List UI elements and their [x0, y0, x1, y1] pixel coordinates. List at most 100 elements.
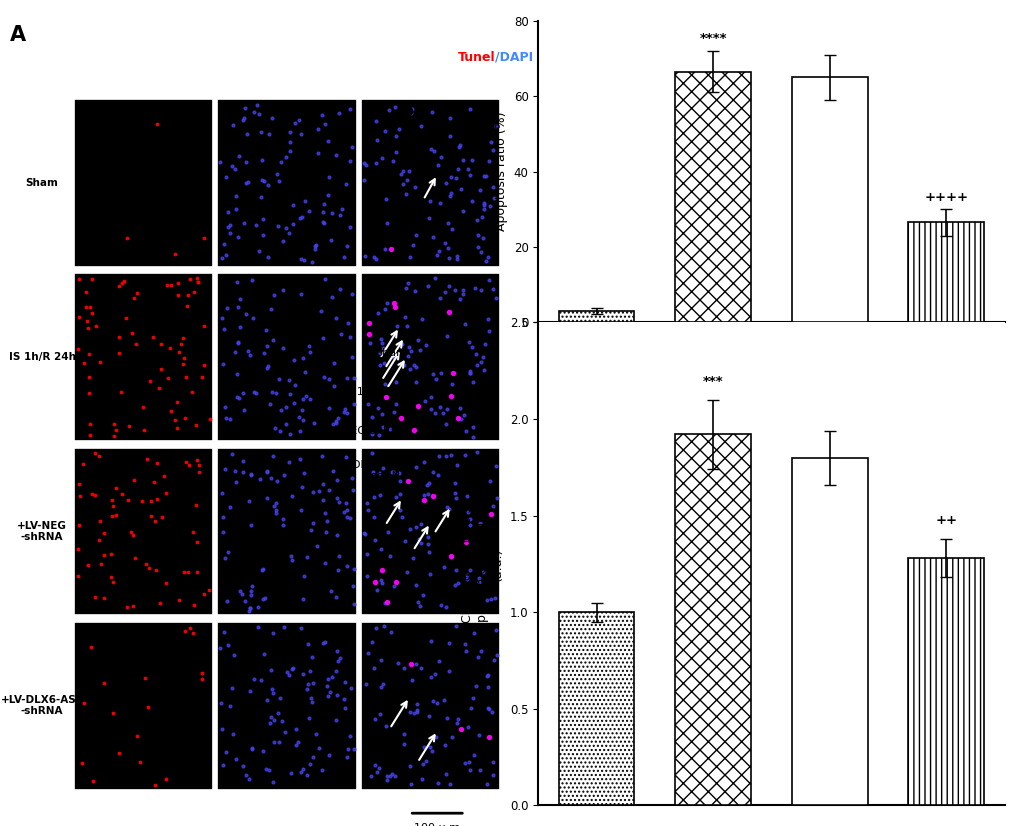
Point — [475, 202, 491, 216]
Point — [265, 500, 281, 513]
Point — [344, 350, 361, 363]
Point — [230, 300, 247, 313]
Point — [329, 491, 345, 505]
Text: Tunel: Tunel — [457, 51, 494, 64]
Point — [345, 743, 362, 756]
Point — [189, 535, 205, 548]
Point — [386, 100, 403, 113]
Point — [475, 231, 491, 244]
Point — [251, 244, 267, 258]
Point — [91, 534, 107, 547]
Point — [408, 657, 424, 671]
Point — [397, 187, 414, 200]
Point — [118, 311, 135, 325]
Point — [357, 249, 373, 263]
Point — [237, 307, 254, 320]
Point — [79, 558, 96, 572]
Point — [409, 698, 425, 711]
Point — [374, 563, 390, 577]
Point — [439, 241, 455, 254]
Point — [386, 351, 403, 364]
Point — [399, 277, 416, 290]
Point — [378, 773, 394, 786]
Point — [475, 169, 491, 183]
Point — [303, 695, 319, 708]
Point — [337, 496, 354, 510]
Point — [316, 557, 332, 570]
Point — [441, 252, 458, 265]
Point — [366, 713, 382, 726]
Point — [429, 158, 445, 171]
Point — [118, 231, 135, 244]
Point — [84, 306, 100, 320]
Point — [461, 755, 477, 768]
Point — [187, 418, 204, 431]
Point — [401, 523, 418, 536]
Point — [338, 451, 355, 464]
Point — [315, 370, 331, 383]
Point — [344, 579, 361, 592]
Point — [462, 367, 478, 380]
Point — [214, 486, 230, 499]
Point — [263, 472, 279, 485]
Point — [420, 709, 436, 722]
Point — [300, 638, 316, 651]
Point — [77, 285, 94, 298]
Point — [191, 458, 207, 472]
Point — [408, 360, 424, 373]
Point — [327, 415, 343, 428]
Point — [427, 730, 443, 743]
Point — [71, 490, 88, 503]
Point — [303, 691, 319, 705]
Point — [267, 496, 283, 510]
Point — [431, 449, 447, 463]
Point — [417, 395, 433, 408]
Point — [394, 164, 411, 178]
Point — [337, 177, 354, 190]
Point — [464, 430, 480, 444]
Point — [416, 493, 432, 506]
Point — [104, 510, 120, 523]
Point — [258, 324, 274, 337]
Point — [229, 337, 246, 350]
Point — [88, 319, 104, 332]
Point — [438, 417, 454, 430]
Point — [327, 591, 343, 604]
Point — [263, 663, 279, 676]
Point — [481, 730, 497, 743]
Point — [296, 254, 312, 267]
Point — [234, 465, 251, 478]
Point — [246, 106, 262, 119]
Point — [236, 594, 253, 607]
Point — [74, 457, 91, 470]
Point — [377, 192, 393, 206]
Point — [465, 626, 481, 639]
Text: B: B — [397, 100, 414, 120]
Point — [449, 576, 466, 589]
Point — [443, 186, 460, 199]
Point — [123, 525, 140, 539]
Point — [217, 401, 233, 414]
Point — [359, 548, 375, 561]
Point — [478, 254, 494, 268]
Point — [367, 114, 383, 127]
Bar — [73, 448, 213, 615]
Point — [390, 466, 407, 479]
Point — [301, 205, 317, 218]
Point — [468, 445, 484, 458]
Point — [311, 484, 327, 497]
Point — [383, 767, 399, 781]
Point — [191, 465, 207, 478]
Text: -: - — [708, 464, 712, 477]
Point — [77, 301, 94, 314]
Point — [175, 566, 192, 579]
Point — [408, 579, 424, 592]
Point — [260, 359, 276, 373]
Point — [323, 206, 339, 220]
Point — [329, 473, 345, 487]
Point — [319, 515, 335, 528]
Point — [465, 375, 481, 388]
Point — [143, 510, 159, 523]
Point — [356, 173, 372, 186]
Point — [375, 420, 391, 433]
